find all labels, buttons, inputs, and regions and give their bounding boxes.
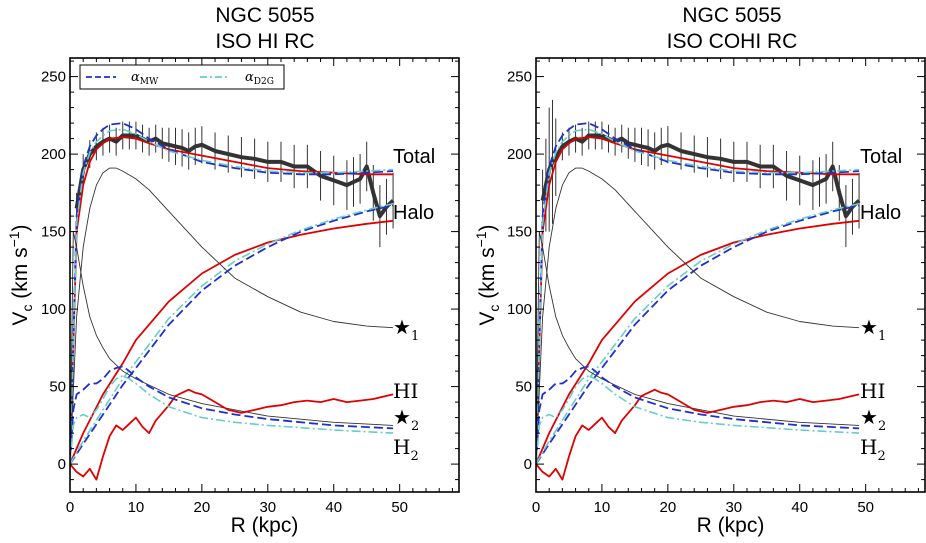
x-tick-label: 0 [532, 499, 540, 516]
y-tick-label: 200 [507, 146, 532, 163]
x-tick-label: 20 [194, 499, 211, 516]
y-tick-label: 100 [41, 301, 66, 318]
x-axis-label: R (kpc) [697, 514, 765, 537]
y-axis-label: Vc (km s−1) [473, 224, 502, 325]
series-hi [536, 388, 860, 481]
x-tick-label: 40 [325, 499, 342, 516]
series-halo-iso [536, 219, 860, 465]
x-tick-label: 50 [391, 499, 408, 516]
curve-label-star-2: ★2 [860, 405, 886, 434]
curve-label-star-1: ★1 [393, 315, 419, 344]
series-total-mw [70, 122, 394, 465]
series-h2-mw [70, 365, 394, 465]
series-total-iso [536, 136, 860, 465]
x-axis-label: R (kpc) [231, 514, 299, 537]
curve-label-halo: Halo [393, 202, 434, 224]
chart-panel-1: NGC 5055 ISO HI RC 0 10 20 30 40 50 0 50 100 150 200… [6, 4, 460, 537]
curve-label-hi: HI [393, 379, 418, 403]
series-halo-mw [70, 204, 394, 465]
legend-label-mw: αMW [131, 70, 159, 87]
y-tick-label: 150 [41, 224, 66, 241]
plot-area [536, 99, 861, 481]
curve-label-h2: H2 [860, 435, 886, 464]
chart-title-line-2: ISO HI RC [215, 30, 314, 53]
series-h2-d2g [70, 374, 394, 465]
chart-title-line-2: ISO COHI RC [667, 30, 798, 53]
chart-title-line-1: NGC 5055 [682, 4, 781, 27]
y-tick-label: 0 [58, 456, 66, 473]
chart-panel-2: NGC 5055 ISO COHI RC 0 10 20 30 40 50 0 50 100 150 2… [473, 4, 926, 537]
y-tick-label: 250 [41, 69, 66, 86]
legend: αMW αD2G [79, 64, 285, 90]
series-observed [74, 121, 395, 248]
x-tick-label: 0 [66, 499, 74, 516]
series-total-mw [536, 122, 860, 465]
series-hi [70, 388, 394, 481]
x-tick-label: 10 [594, 499, 611, 516]
curve-label-h2: H2 [393, 435, 419, 464]
series-stellar-bulge-2 [70, 231, 394, 465]
y-tick-label: 200 [41, 146, 66, 163]
series-halo-d2g [536, 202, 860, 465]
curve-label-total: Total [393, 146, 435, 168]
series-stellar-disk-1 [70, 167, 394, 465]
curve-label-total: Total [860, 146, 902, 168]
plot-frame [69, 57, 460, 493]
curve-label-hi: HI [860, 379, 885, 403]
plot-area [70, 121, 395, 481]
series-total-d2g [536, 128, 860, 465]
series-h2-d2g [536, 374, 860, 465]
x-tick-label: 10 [128, 499, 145, 516]
series-halo-iso [70, 219, 394, 465]
x-tick-label: 20 [660, 499, 677, 516]
x-tick-label: 30 [259, 499, 276, 516]
chart-title-line-1: NGC 5055 [215, 4, 314, 27]
y-tick-label: 50 [49, 379, 66, 396]
curve-label-star-2: ★2 [393, 405, 419, 434]
observed-curve [540, 133, 861, 219]
x-tick-label: 30 [725, 499, 742, 516]
series-stellar-bulge-2 [536, 231, 860, 465]
y-tick-label: 0 [524, 456, 532, 473]
y-tick-label: 50 [515, 379, 532, 396]
legend-label-d2g: αD2G [245, 70, 274, 87]
y-tick-label: 250 [507, 69, 532, 86]
observed-curve [74, 133, 395, 219]
curve-label-halo: Halo [860, 202, 901, 224]
y-tick-label: 150 [507, 224, 532, 241]
series-total-d2g [70, 128, 394, 465]
series-halo-mw [536, 204, 860, 465]
series-h2-mw [536, 365, 860, 465]
y-axis-label: Vc (km s−1) [6, 224, 35, 325]
x-tick-label: 40 [791, 499, 808, 516]
y-tick-label: 100 [507, 301, 532, 318]
plot-frame [535, 57, 926, 493]
series-total-iso [70, 136, 394, 465]
x-tick-label: 50 [857, 499, 874, 516]
series-stellar-disk-1 [536, 167, 860, 465]
curve-label-star-1: ★1 [860, 315, 886, 344]
series-halo-d2g [70, 202, 394, 465]
